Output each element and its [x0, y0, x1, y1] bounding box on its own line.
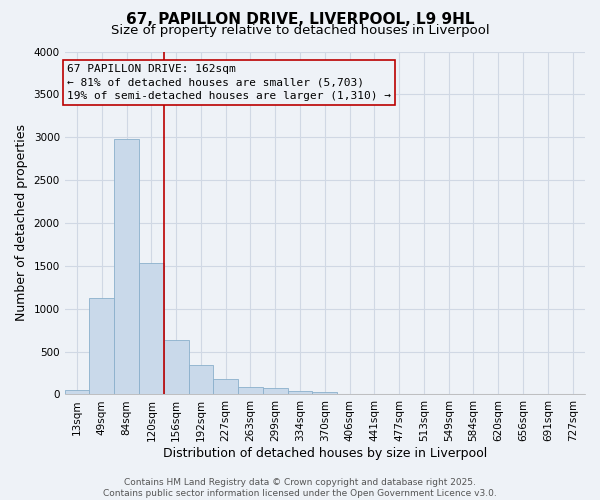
Text: Size of property relative to detached houses in Liverpool: Size of property relative to detached ho… [110, 24, 490, 37]
Bar [89, 298, 114, 394]
Bar [188, 366, 214, 394]
Bar [313, 392, 337, 394]
Bar [65, 390, 89, 394]
Bar [214, 378, 238, 394]
Text: 67 PAPILLON DRIVE: 162sqm
← 81% of detached houses are smaller (5,703)
19% of se: 67 PAPILLON DRIVE: 162sqm ← 81% of detac… [67, 64, 391, 101]
Bar [263, 388, 287, 394]
Y-axis label: Number of detached properties: Number of detached properties [15, 124, 28, 322]
Text: 67, PAPILLON DRIVE, LIVERPOOL, L9 9HL: 67, PAPILLON DRIVE, LIVERPOOL, L9 9HL [126, 12, 474, 28]
Text: Contains HM Land Registry data © Crown copyright and database right 2025.
Contai: Contains HM Land Registry data © Crown c… [103, 478, 497, 498]
X-axis label: Distribution of detached houses by size in Liverpool: Distribution of detached houses by size … [163, 447, 487, 460]
Bar [238, 386, 263, 394]
Bar [164, 340, 188, 394]
Bar [139, 264, 164, 394]
Bar [287, 392, 313, 394]
Bar [114, 139, 139, 394]
